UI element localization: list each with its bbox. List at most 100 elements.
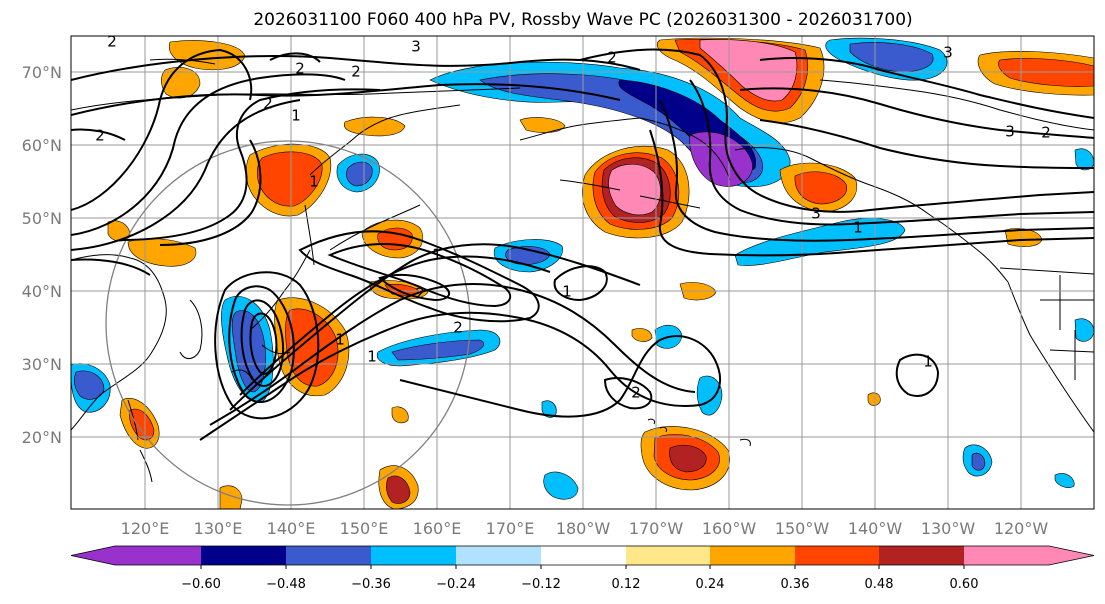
contour-label: 1 bbox=[853, 219, 863, 237]
contour-label: 1 bbox=[923, 353, 933, 371]
pv-contour-north-1 bbox=[71, 55, 641, 81]
coast-us-states-b bbox=[1049, 330, 1094, 380]
coast-bc bbox=[929, 214, 1009, 283]
coast-northwest-island bbox=[149, 58, 216, 65]
colorbar-segment bbox=[710, 546, 795, 565]
longitude-labels: 120°E 130°E 140°E 150°E 160°E 170°E 180°W 170°W… bbox=[121, 519, 1049, 538]
lon-tick-label: 180°W bbox=[556, 519, 611, 538]
gridlines-layer bbox=[71, 36, 1094, 509]
pos-anomaly-philippine-inner bbox=[129, 408, 155, 441]
colorbar-tick-label: −0.24 bbox=[436, 577, 476, 592]
contour-label: 1 bbox=[309, 173, 319, 191]
pv-contour-ne-2 bbox=[689, 79, 1094, 226]
colorbar-segment bbox=[541, 546, 626, 565]
colorbar-segment bbox=[286, 546, 371, 565]
colorbar: −0.60 −0.48 −0.36 −0.24 −0.12 0.12 0.24 0.36 0.4… bbox=[70, 545, 1095, 592]
colorbar-segment bbox=[795, 546, 879, 565]
pv-contour-ne-6 bbox=[739, 87, 1094, 139]
pos-anomaly-okhotsk bbox=[343, 116, 406, 137]
coast-us-west bbox=[1007, 281, 1094, 433]
lat-tick-label: 70°N bbox=[22, 63, 62, 82]
pos-anomaly-tiny-1 bbox=[631, 328, 653, 342]
pv-contour-japan-loop-4 bbox=[214, 271, 320, 420]
pv-contour-ne-4 bbox=[649, 129, 1094, 257]
neg-anomaly-japan-core bbox=[231, 310, 266, 393]
pos-anomaly-gulf-alaska-max bbox=[608, 163, 661, 216]
coast-us-border bbox=[999, 267, 1094, 275]
neg-anomaly-central-core bbox=[505, 246, 551, 265]
colorbar-extend-high bbox=[1049, 546, 1094, 565]
lon-tick-label: 140°W bbox=[848, 519, 903, 538]
contour-label: 2 bbox=[95, 127, 105, 145]
lon-tick-label: 150°E bbox=[340, 519, 389, 538]
pos-anomaly-aleutian-east-inner bbox=[794, 171, 847, 205]
pv-contour-loop-west bbox=[71, 48, 253, 211]
lon-tick-label: 140°E bbox=[267, 519, 316, 538]
pv-contour-west-inner bbox=[71, 73, 346, 236]
lon-tick-label: 170°E bbox=[486, 519, 535, 538]
pv-contour-central-3 bbox=[378, 273, 450, 302]
pv-contour-ne-7 bbox=[759, 119, 1094, 169]
contour-label: 3 bbox=[411, 38, 421, 56]
neg-anomaly-subtropic bbox=[696, 375, 723, 416]
contour-label: 2 bbox=[631, 384, 641, 402]
pv-contour-jet-mid bbox=[209, 283, 696, 426]
coast-korea bbox=[179, 299, 203, 359]
pv-contour-japan-loop-1 bbox=[228, 285, 295, 404]
coast-gulf-alaska bbox=[734, 147, 931, 216]
coast-us-states-a bbox=[1040, 275, 1094, 330]
pv-contour-north-2 bbox=[71, 83, 621, 116]
coast-hawaii bbox=[647, 418, 751, 447]
pos-anomaly-tropics-inner bbox=[386, 475, 411, 504]
lat-tick-label: 40°N bbox=[22, 282, 62, 301]
lon-tick-label: 150°W bbox=[775, 519, 830, 538]
colorbar-extend-low bbox=[71, 546, 115, 565]
lon-tick-label: 120°W bbox=[994, 519, 1049, 538]
pv-contour-sw-loop bbox=[71, 258, 151, 276]
pv-contour-pacific-small bbox=[553, 265, 608, 302]
pv-contour-ridge-1 bbox=[119, 88, 381, 241]
contour-label: 3 bbox=[811, 205, 821, 223]
pv-shading-layer bbox=[71, 37, 1094, 509]
pos-anomaly-south bbox=[219, 485, 243, 509]
neg-anomaly-subtropic-2 bbox=[543, 471, 579, 500]
lat-tick-label: 30°N bbox=[22, 355, 62, 374]
lat-tick-label: 20°N bbox=[22, 428, 62, 447]
colorbar-segment bbox=[879, 546, 964, 565]
coast-canada-north bbox=[819, 79, 1094, 131]
pv-contour-japan-loop-3 bbox=[249, 312, 278, 375]
neg-anomaly-kamchatka-core bbox=[346, 161, 373, 187]
contour-label: 1 bbox=[432, 246, 442, 264]
pos-anomaly-subtrop-tiny bbox=[391, 406, 409, 424]
colorbar-segment bbox=[371, 546, 456, 565]
pv-contour-ne-5 bbox=[759, 57, 1094, 119]
neg-anomaly-pacific-band-core bbox=[391, 339, 484, 361]
pv-contour-central-2 bbox=[327, 243, 512, 308]
colorbar-tick-label: −0.12 bbox=[521, 577, 561, 592]
contour-label: 3 bbox=[943, 44, 953, 62]
pv-contour-jet-low bbox=[199, 311, 721, 441]
pos-anomaly-bering bbox=[519, 117, 566, 133]
contour-label: 2 bbox=[607, 49, 617, 67]
contour-label: 2 bbox=[263, 95, 273, 113]
neg-anomaly-china-core bbox=[74, 370, 105, 400]
neg-anomaly-northeast-core bbox=[849, 42, 934, 73]
colorbar-tick-label: −0.36 bbox=[351, 577, 391, 592]
coast-kamchatka bbox=[309, 104, 461, 176]
pv-contour-east-small bbox=[895, 353, 940, 397]
colorbar-tick-label: 0.12 bbox=[612, 577, 641, 592]
pv-contour-west-mid bbox=[71, 99, 301, 251]
contour-label: 1 bbox=[291, 107, 301, 125]
pv-contour-ne-3 bbox=[659, 99, 1094, 242]
pv-contour-ne-1 bbox=[579, 48, 1094, 213]
lon-tick-label: 120°E bbox=[121, 519, 170, 538]
pv-contour-kam-link bbox=[269, 52, 321, 63]
contour-label: 2 bbox=[295, 60, 305, 78]
pos-anomaly-coast-tiny bbox=[867, 392, 881, 406]
contour-label: 3 bbox=[1005, 123, 1015, 141]
contour-label: 2 bbox=[351, 63, 361, 81]
pv-contour-jet-2 bbox=[239, 255, 551, 396]
